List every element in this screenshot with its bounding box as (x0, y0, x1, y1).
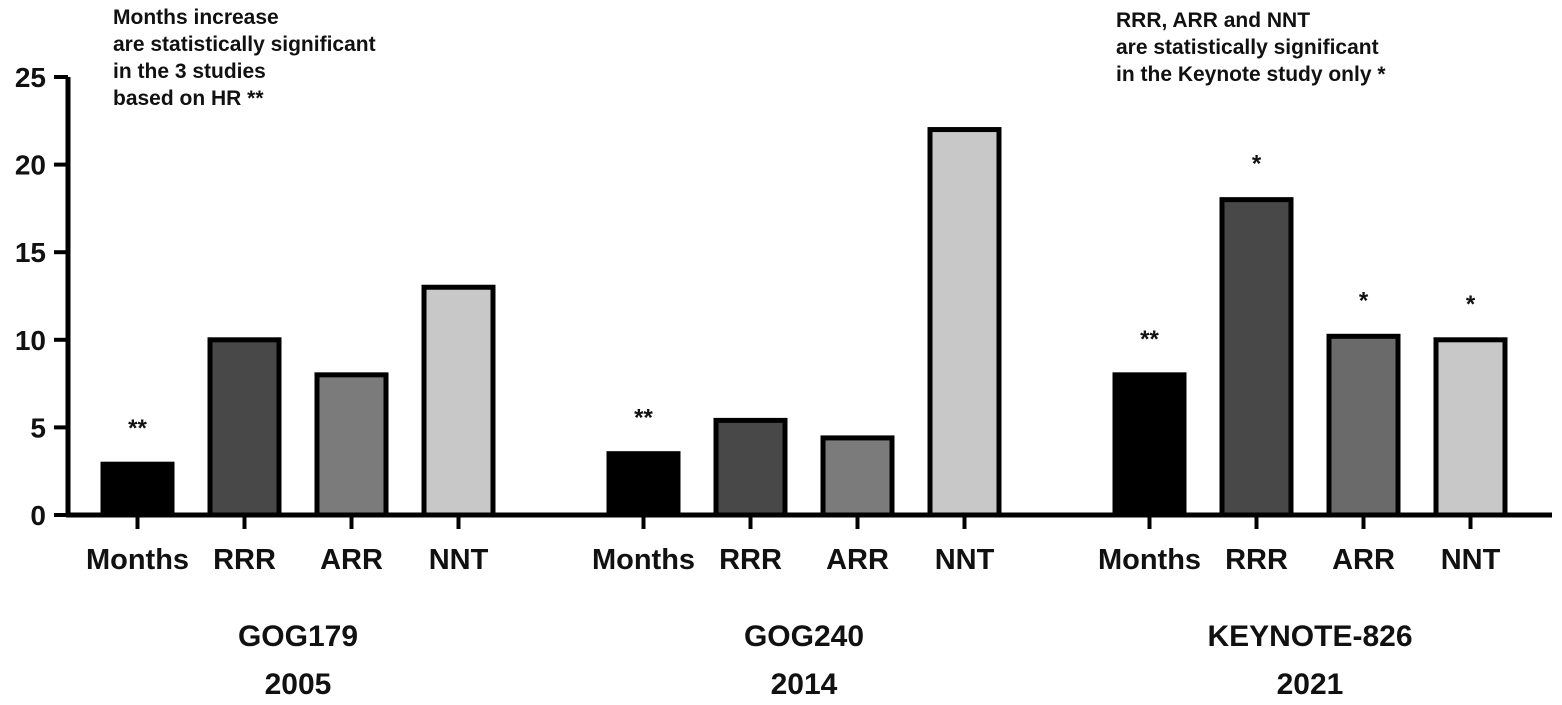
y-axis: 0 5 10 15 20 25 (15, 62, 71, 531)
annotation-right-line-3: in the Keynote study only * (1116, 63, 1386, 86)
significance-marker: * (1466, 291, 1476, 318)
x-category-label: RRR (719, 544, 782, 576)
annotation-right-line-1: RRR, ARR and NNT (1116, 9, 1310, 32)
x-category-label: Months (1098, 544, 1201, 576)
group-label-name: GOG240 (744, 620, 864, 653)
annotation-left-line-2: are statistically significant (113, 33, 376, 56)
bar-nnt-group-3 (1433, 337, 1508, 518)
group-label-name: GOG179 (238, 620, 358, 653)
bar-rrr-group-3 (1219, 197, 1294, 518)
bar-months-group-3 (1112, 372, 1187, 518)
bar-months-group-2 (606, 451, 681, 518)
group-labels: GOG179 2005 GOG240 2014 KEYNOTE-826 2021 (238, 620, 1413, 701)
x-category-label: ARR (826, 544, 889, 576)
significance-marker: ** (634, 405, 653, 432)
bars: ** ****** * (100, 127, 1508, 518)
significance-marker: * (1252, 151, 1262, 178)
bar-arr-group-1 (314, 372, 389, 518)
x-category-label: Months (86, 544, 189, 576)
group-label-year: 2014 (771, 668, 838, 701)
x-category-label: Months (592, 544, 695, 576)
x-category-label: NNT (1441, 544, 1501, 576)
bar-rrr-group-1 (207, 337, 282, 518)
x-axis: Months RRR ARR NNT Months RRR ARR NNT Months RRR A… (66, 512, 1552, 576)
significance-marker: * (1359, 287, 1369, 314)
annotation-right: RRR, ARR and NNT are statistically signi… (1116, 9, 1386, 86)
annotation-left-line-1: Months increase (113, 6, 279, 29)
x-category-label: RRR (1225, 544, 1288, 576)
bar-rrr-group-2 (713, 417, 788, 518)
bar-months-group-1 (100, 461, 175, 518)
annotation-left: Months increase are statistically signif… (113, 6, 381, 110)
annotation-right-line-2: are statistically significant (1116, 36, 1379, 59)
x-category-label: NNT (429, 544, 489, 576)
bar-nnt-group-1 (421, 284, 496, 518)
y-tick-label: 20 (15, 150, 46, 181)
y-tick-label: 5 (30, 412, 46, 443)
group-label-year: 2005 (265, 668, 332, 701)
significance-marker: ** (128, 415, 147, 442)
y-tick-label: 0 (30, 500, 46, 531)
bar-nnt-group-2 (927, 127, 1002, 518)
annotation-left-line-3: in the 3 studies (113, 60, 266, 83)
group-label-name: KEYNOTE-826 (1207, 620, 1412, 653)
y-tick-label: 10 (15, 325, 46, 356)
x-category-label: RRR (213, 544, 276, 576)
bar-arr-group-3 (1326, 333, 1401, 518)
x-category-label: NNT (935, 544, 995, 576)
significance-marker: ** (1140, 326, 1159, 353)
y-tick-label: 15 (15, 237, 46, 268)
annotation-left-line-4: based on HR ** (113, 87, 264, 110)
x-category-label: ARR (1332, 544, 1395, 576)
x-category-label: ARR (320, 544, 383, 576)
group-label-year: 2021 (1277, 668, 1344, 701)
bar-arr-group-2 (820, 435, 895, 518)
y-tick-label: 25 (15, 62, 46, 93)
